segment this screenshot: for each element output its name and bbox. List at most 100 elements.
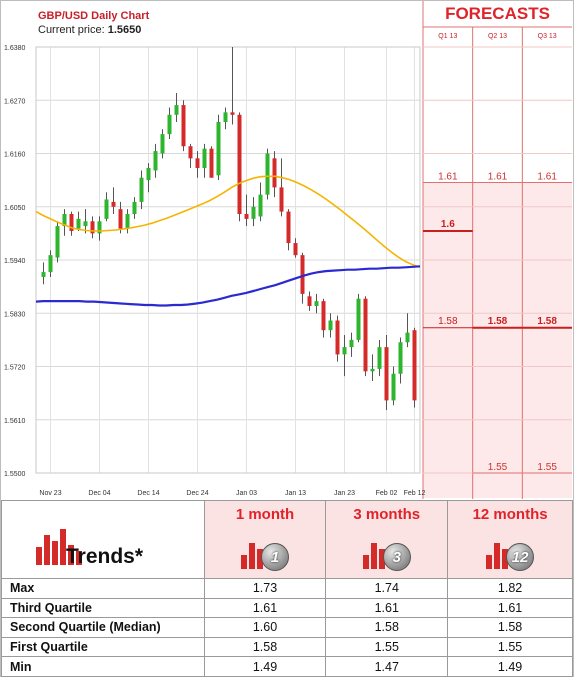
y-tick-label: 1.6050 bbox=[4, 205, 26, 212]
period-badge: 12 bbox=[506, 543, 535, 571]
candle bbox=[356, 293, 361, 343]
candle-body bbox=[356, 298, 361, 340]
x-tick-label: Nov 23 bbox=[39, 490, 61, 497]
current-price-value: 1.5650 bbox=[107, 24, 142, 36]
candle-body bbox=[153, 151, 158, 171]
x-tick-label: Feb 02 bbox=[376, 490, 398, 497]
candle bbox=[48, 250, 53, 277]
candle-body bbox=[216, 122, 221, 176]
candle-body bbox=[314, 301, 319, 306]
candle bbox=[321, 298, 326, 338]
forecast-range-band bbox=[423, 182, 572, 498]
period-1-month: 1 month 1 bbox=[203, 500, 327, 579]
forecast-quarter-label: Q3 13 bbox=[538, 33, 557, 40]
candle-body bbox=[244, 214, 249, 219]
candle-body bbox=[90, 221, 95, 234]
candles bbox=[41, 47, 417, 411]
candle bbox=[146, 163, 151, 193]
cell-value: 1.82 bbox=[447, 578, 573, 599]
y-tick-label: 1.5830 bbox=[4, 311, 26, 318]
plot-border bbox=[35, 46, 421, 474]
current-price: Current price: 1.5650 bbox=[38, 24, 141, 36]
x-tick-label: Jan 03 bbox=[236, 490, 257, 497]
candle bbox=[55, 221, 60, 263]
candle-body bbox=[118, 209, 123, 229]
y-tick-label: 1.6380 bbox=[4, 45, 26, 52]
candle bbox=[167, 107, 172, 139]
chart-grid bbox=[35, 46, 421, 474]
price-chart: Q1 13 Q2 13 Q3 13 1.61 1.61 1.61 1.55 1.55 1.6 1.… bbox=[4, 1, 572, 499]
period-12-icon: 12 bbox=[486, 527, 535, 571]
period-label: 1 month bbox=[235, 506, 295, 523]
candle-body bbox=[412, 330, 417, 401]
candle-body bbox=[272, 158, 277, 188]
cell-value: 1.58 bbox=[447, 617, 573, 638]
candle bbox=[370, 354, 375, 382]
period-badge: 1 bbox=[260, 543, 289, 571]
period-12-months: 12 months 12 bbox=[447, 500, 573, 579]
candle-body bbox=[300, 255, 305, 294]
candle bbox=[293, 238, 298, 258]
candle bbox=[160, 129, 165, 159]
candle bbox=[398, 337, 403, 384]
cell-value: 1.58 bbox=[325, 617, 449, 638]
forecast-value-label: 1.58 bbox=[488, 316, 508, 327]
candle bbox=[181, 100, 186, 152]
cell-value: 1.74 bbox=[325, 578, 449, 599]
chart-axes: 1.6380 1.6270 1.6160 1.6050 1.5940 1.5830 1.57… bbox=[4, 45, 426, 497]
cell-value: 1.49 bbox=[447, 656, 573, 677]
candle-body bbox=[384, 347, 389, 401]
table-row: Third Quartile 1.61 1.61 1.61 bbox=[1, 597, 573, 619]
forecast-quarter-label: Q1 13 bbox=[438, 33, 457, 40]
candle bbox=[307, 291, 312, 311]
cell-value: 1.55 bbox=[325, 636, 449, 658]
candle-body bbox=[279, 187, 284, 212]
period-badge: 3 bbox=[382, 543, 411, 571]
current-price-label: Current price: bbox=[38, 24, 105, 36]
candle bbox=[202, 143, 207, 178]
candle bbox=[349, 332, 354, 357]
candle-body bbox=[209, 148, 214, 178]
candle-body bbox=[370, 368, 375, 372]
cell-value: 1.58 bbox=[203, 636, 327, 658]
candle-body bbox=[188, 146, 193, 159]
candle-body bbox=[62, 214, 67, 227]
candle bbox=[111, 187, 116, 215]
cell-value: 1.61 bbox=[325, 597, 449, 619]
candle-body bbox=[342, 347, 347, 355]
forecast-value-label: 1.61 bbox=[488, 172, 508, 183]
candle bbox=[391, 366, 396, 406]
table-row: First Quartile 1.58 1.55 1.55 bbox=[1, 636, 573, 658]
candle bbox=[272, 151, 277, 198]
candle bbox=[237, 112, 242, 222]
candle bbox=[258, 182, 263, 222]
y-tick-label: 1.5610 bbox=[4, 418, 26, 425]
candle bbox=[83, 209, 88, 234]
candle bbox=[412, 327, 417, 408]
y-tick-label: 1.6270 bbox=[4, 98, 26, 105]
trends-label: Trends* bbox=[66, 545, 144, 568]
row-label: Min bbox=[1, 656, 205, 677]
candle-body bbox=[104, 199, 109, 219]
candle-body bbox=[251, 206, 256, 219]
candle bbox=[405, 313, 410, 348]
candle bbox=[69, 211, 74, 236]
cell-value: 1.60 bbox=[203, 617, 327, 638]
y-tick-label: 1.5500 bbox=[4, 471, 26, 478]
forecast-value-label: 1.61 bbox=[438, 172, 458, 183]
candle-body bbox=[202, 148, 207, 169]
x-tick-label: Dec 04 bbox=[88, 490, 110, 497]
candle-body bbox=[195, 158, 200, 169]
moving-average-short bbox=[35, 175, 421, 269]
x-tick-label: Jan 13 bbox=[285, 490, 306, 497]
candle-body bbox=[405, 332, 410, 343]
cell-value: 1.61 bbox=[447, 597, 573, 619]
candle-body bbox=[377, 347, 382, 369]
forecast-value-label: 1.55 bbox=[537, 462, 557, 473]
candle bbox=[244, 194, 249, 227]
candle-body bbox=[181, 105, 186, 147]
candle bbox=[104, 192, 109, 222]
candle-body bbox=[167, 114, 172, 135]
period-label: 12 months bbox=[472, 506, 548, 523]
x-tick-label: Dec 24 bbox=[186, 490, 208, 497]
